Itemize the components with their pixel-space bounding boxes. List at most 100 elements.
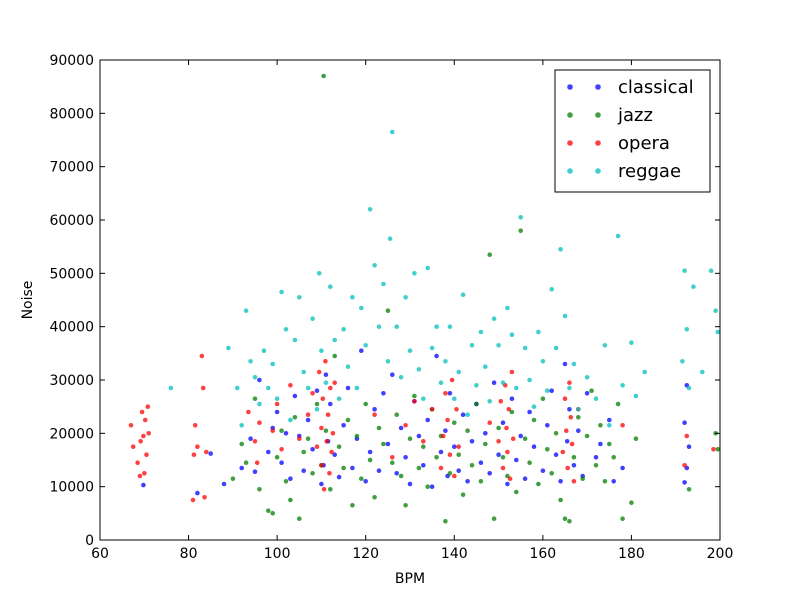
point-reggae-46 [421,396,426,402]
point-opera-27 [288,383,293,388]
point-classical-10 [274,409,280,415]
point-classical-75 [553,452,559,458]
point-classical-68 [518,433,523,439]
point-jazz-21 [332,353,338,359]
point-opera-71 [560,449,566,455]
point-opera-34 [319,425,324,431]
point-reggae-30 [354,385,360,391]
point-jazz-4 [257,487,262,492]
point-jazz-56 [487,252,493,257]
point-jazz-86 [620,516,625,521]
point-classical-39 [394,471,400,476]
point-jazz-66 [531,417,537,423]
point-opera-61 [496,439,501,444]
point-opera-3 [137,473,143,479]
point-classical-42 [407,481,413,487]
point-classical-84 [593,455,599,460]
point-reggae-1 [226,345,231,351]
legend-entries: classical jazz opera reggae [567,77,694,182]
point-classical-27 [341,423,346,428]
point-jazz-70 [549,471,554,476]
point-jazz-64 [522,436,528,442]
point-reggae-36 [381,281,386,287]
point-jazz-26 [354,433,360,439]
point-jazz-2 [243,460,249,466]
point-reggae-42 [403,295,408,300]
point-opera-20 [246,409,251,415]
point-classical-2 [208,451,213,456]
point-jazz-62 [514,489,519,495]
point-opera-59 [456,444,462,450]
point-classical-45 [421,463,426,468]
point-classical-70 [527,409,532,415]
point-reggae-34 [372,263,377,268]
point-opera-83 [711,447,716,452]
point-reggae-89 [633,393,639,399]
point-opera-74 [565,465,570,471]
point-opera-67 [506,407,512,412]
point-opera-47 [403,423,408,428]
legend-marker-jazz-left [567,112,573,118]
point-reggae-17 [301,369,307,375]
point-classical-5 [248,436,253,442]
point-reggae-28 [345,364,351,370]
y-tick-label: 80000 [49,106,94,122]
point-opera-12 [190,497,196,503]
point-opera-49 [421,439,426,444]
point-jazz-23 [341,465,346,471]
point-jazz-55 [483,441,488,447]
point-reggae-57 [469,343,475,348]
point-classical-87 [611,479,616,484]
point-opera-28 [297,436,302,442]
point-classical-6 [252,469,258,475]
y-axis-label: Noise [20,281,36,320]
point-classical-24 [328,401,333,407]
point-classical-29 [350,465,355,471]
point-reggae-41 [398,375,404,380]
point-reggae-67 [514,385,519,391]
point-jazz-41 [421,444,426,450]
point-reggae-85 [607,423,612,428]
point-opera-51 [438,465,444,471]
y-tick-label: 50000 [49,266,94,282]
point-opera-55 [447,452,453,458]
point-jazz-20 [328,487,333,492]
point-reggae-53 [452,396,457,402]
point-reggae-20 [314,407,320,412]
point-classical-72 [540,468,546,474]
point-reggae-90 [642,369,647,375]
point-classical-35 [376,468,382,474]
point-opera-23 [257,420,262,426]
point-classical-81 [576,428,581,434]
point-reggae-2 [235,385,240,391]
point-reggae-77 [558,247,563,252]
point-opera-9 [144,452,149,458]
point-jazz-88 [633,436,639,442]
point-jazz-57 [491,516,497,521]
point-jazz-53 [474,401,479,407]
point-jazz-30 [372,495,377,500]
point-jazz-25 [350,503,355,508]
point-classical-56 [465,479,470,484]
point-jazz-50 [460,492,466,498]
point-opera-40 [327,471,332,476]
point-classical-62 [491,380,497,386]
point-jazz-79 [589,388,594,394]
point-classical-74 [549,388,554,394]
point-jazz-48 [452,420,457,426]
point-classical-54 [456,468,462,474]
point-classical-73 [545,423,550,428]
point-reggae-18 [305,385,311,391]
point-reggae-58 [474,383,479,388]
point-jazz-44 [434,455,439,460]
point-jazz-87 [629,500,634,506]
point-opera-10 [145,404,151,410]
point-classical-61 [487,471,493,476]
point-jazz-38 [407,436,413,442]
point-reggae-80 [571,361,577,367]
point-opera-57 [452,473,457,479]
point-opera-70 [510,436,516,442]
point-opera-21 [252,439,258,444]
point-opera-48 [412,399,417,404]
legend-marker-reggae-right [595,168,601,174]
